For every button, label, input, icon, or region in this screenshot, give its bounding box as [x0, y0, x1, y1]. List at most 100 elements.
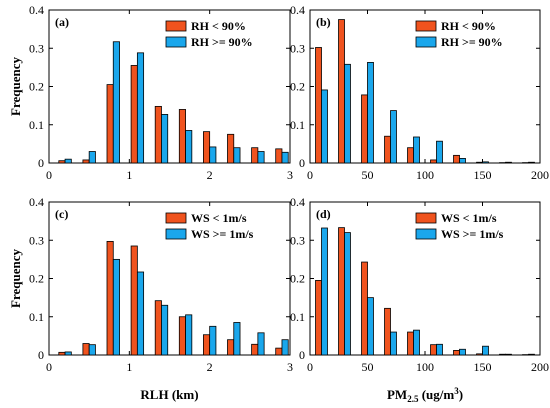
- bar-series-1-9: [499, 162, 506, 164]
- bar-series-2-1: [321, 227, 328, 356]
- bar-series-2-9: [505, 353, 512, 356]
- bar-series-1-4: [384, 135, 391, 164]
- bar-series-1-6: [178, 109, 186, 164]
- bar-series-2-9: [257, 151, 265, 164]
- x-tick-label: 1: [126, 360, 132, 374]
- bar-series-2-8: [233, 322, 241, 356]
- x-tick-label: 2: [207, 360, 213, 374]
- plot-frame: [48, 9, 291, 164]
- y-tick-label: 0.3: [29, 41, 44, 55]
- bar-series-2-2: [88, 151, 96, 164]
- bar-series-1-4: [130, 245, 138, 356]
- x-tick-label: 200: [531, 168, 549, 182]
- y-tick-label: 0.4: [29, 195, 44, 209]
- plot-frame: [48, 201, 291, 356]
- bar-series-1-1: [315, 280, 322, 356]
- bar-series-2-1: [64, 351, 72, 356]
- bar-series-2-4: [390, 110, 397, 164]
- bar-series-2-7: [459, 348, 466, 356]
- bar-series-2-10: [528, 353, 535, 356]
- y-tick-label: 0.4: [290, 3, 305, 17]
- y-tick-label: 0.1: [29, 310, 44, 324]
- y-tick-label: 0.2: [290, 272, 305, 286]
- y-tick-label: 0.2: [29, 80, 44, 94]
- bar-series-2-4: [136, 271, 145, 356]
- bar-series-2-4: [390, 331, 397, 356]
- y-tick-label: 0.1: [290, 310, 305, 324]
- x-axis-label: RLH (km): [140, 387, 198, 402]
- y-tick-label: 0.3: [290, 41, 305, 55]
- x-tick-label: 0: [307, 168, 313, 182]
- x-tick-label: 150: [474, 168, 492, 182]
- panel-label: (b): [316, 15, 331, 29]
- bar-series-1-4: [130, 65, 138, 164]
- x-tick-label: 0: [46, 360, 52, 374]
- x-tick-label: 0: [307, 360, 313, 374]
- bar-series-2-6: [436, 343, 443, 356]
- legend-label-2: RH >= 90%: [191, 35, 253, 49]
- x-tick-label: 3: [287, 168, 293, 182]
- legend-label-1: RH < 90%: [441, 19, 496, 33]
- y-tick-label: 0: [299, 156, 305, 170]
- bar-series-2-9: [505, 161, 512, 164]
- y-tick-label: 0.2: [290, 80, 305, 94]
- bar-series-1-6: [178, 316, 186, 356]
- y-tick-label: 0.1: [290, 118, 305, 132]
- y-tick-label: 0: [38, 348, 44, 362]
- legend-label-1: WS < 1m/s: [191, 211, 247, 225]
- panel-label: (c): [55, 207, 68, 221]
- legend-label-1: RH < 90%: [191, 19, 246, 33]
- x-tick-label: 200: [531, 360, 549, 374]
- bar-series-2-6: [185, 314, 193, 356]
- legend-swatch-1: [165, 20, 187, 32]
- y-tick-label: 0.3: [290, 233, 305, 247]
- bar-series-1-10: [522, 162, 529, 164]
- bar-series-1-1: [58, 351, 66, 356]
- x-tick-label: 100: [416, 168, 434, 182]
- legend-swatch-1: [165, 212, 187, 224]
- bar-series-2-10: [281, 339, 289, 356]
- bar-series-1-3: [106, 84, 114, 164]
- bar-series-2-10: [528, 161, 535, 164]
- bar-series-2-10: [281, 151, 289, 164]
- bar-series-1-7: [453, 350, 460, 356]
- bar-series-2-5: [161, 114, 169, 164]
- bar-series-1-5: [154, 300, 162, 356]
- bar-series-1-3: [361, 94, 368, 164]
- chart-panel-1: 0 0.1 0.2 0.3 0.4 0 1 2 3 (a) RH < 90% RH >= 90% Fre…: [8, 3, 293, 182]
- legend: RH < 90% RH >= 90%: [165, 19, 253, 49]
- bar-series-2-3: [112, 258, 120, 356]
- bar-series-1-7: [203, 334, 211, 356]
- bar-series-1-10: [275, 347, 283, 356]
- bar-series-2-5: [161, 304, 169, 356]
- bar-series-1-7: [203, 131, 211, 164]
- legend-swatch-2: [415, 36, 437, 48]
- bar-series-1-6: [430, 159, 437, 164]
- x-tick-label: 100: [416, 360, 434, 374]
- bar-series-1-5: [407, 331, 414, 356]
- chart-panel-3: 0 0.1 0.2 0.3 0.4 0 1 2 3 (c) WS < 1m/s WS >= 1m/s F…: [8, 195, 293, 402]
- bar-series-2-2: [344, 232, 351, 356]
- x-axis-label: PM2.5 (ug/m3): [387, 386, 463, 404]
- panels: 00.10.20.30.40 1 2 3(a) RH < 90%RH >= 90%Fre…: [8, 3, 549, 404]
- bar-series-1-3: [361, 261, 368, 356]
- legend: WS < 1m/s WS >= 1m/s: [415, 211, 504, 241]
- bar-series-1-8: [476, 161, 483, 164]
- bar-series-1-4: [384, 307, 391, 356]
- legend-swatch-2: [165, 36, 187, 48]
- bar-series-1-8: [227, 339, 235, 356]
- bar-series-2-2: [88, 344, 96, 356]
- bar-series-2-7: [459, 158, 466, 164]
- legend-label-2: RH >= 90%: [441, 35, 503, 49]
- bar-series-1-1: [315, 47, 322, 164]
- bar-series-1-9: [251, 147, 259, 164]
- legend-label-1: WS < 1m/s: [441, 211, 497, 225]
- bar-series-1-10: [522, 354, 529, 356]
- bar-series-2-7: [209, 325, 217, 356]
- legend-swatch-1: [415, 20, 437, 32]
- y-axis-label: Frequency: [8, 249, 23, 308]
- bar-series-2-2: [344, 63, 351, 164]
- bar-series-2-6: [185, 130, 193, 164]
- x-tick-label: 3: [287, 360, 293, 374]
- bar-series-2-8: [482, 345, 489, 356]
